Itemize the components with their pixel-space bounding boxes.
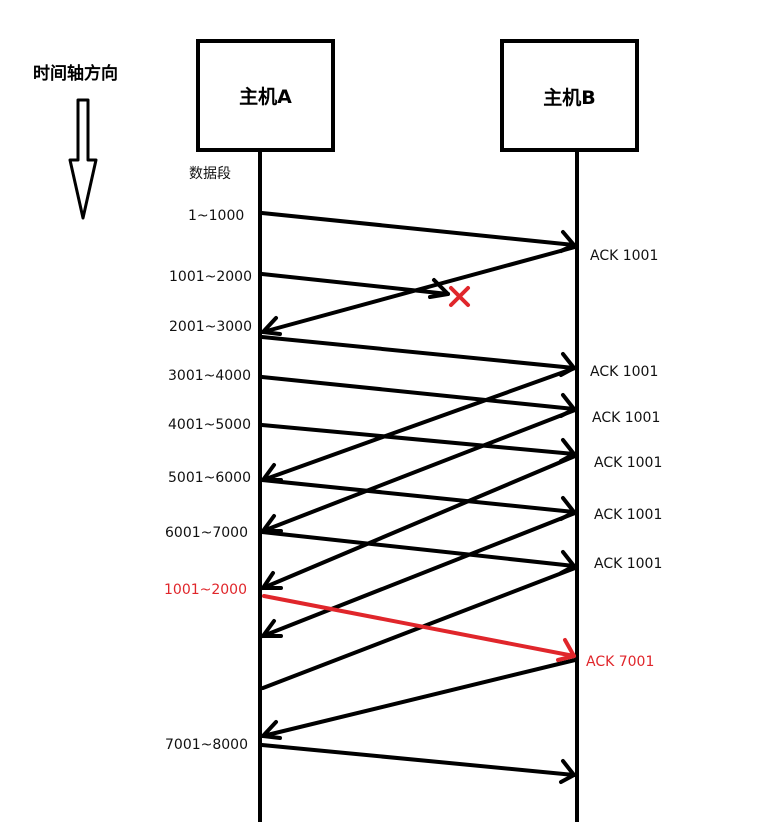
- segment-arrow-9: [262, 745, 574, 775]
- segment-arrow-1: [262, 213, 574, 245]
- segment-label: 5001~6000: [168, 470, 251, 486]
- time-axis-arrow-icon: [70, 100, 96, 218]
- ack-label: ACK 1001: [594, 507, 662, 523]
- segment-arrow-7: [262, 532, 574, 566]
- host-b-label: 主机B: [543, 83, 595, 110]
- ack-label: ACK 1001: [590, 364, 658, 380]
- host-b-box: 主机B: [500, 39, 639, 152]
- packet-lost-icon: [451, 288, 468, 305]
- ack-label-final: ACK 7001: [586, 654, 654, 670]
- ack-arrow-5: [263, 513, 575, 636]
- ack-label: ACK 1001: [592, 410, 660, 426]
- ack-label: ACK 1001: [590, 248, 658, 264]
- segment-label: 1~1000: [188, 208, 244, 224]
- retransmit-segment-label: 1001~2000: [164, 582, 247, 598]
- segment-arrow-6: [262, 480, 574, 512]
- host-a-label: 主机A: [239, 82, 292, 109]
- segment-label: 6001~7000: [165, 525, 248, 541]
- retransmit-arrow: [264, 596, 574, 656]
- ack-arrow-1: [263, 247, 575, 332]
- segment-arrow-4: [262, 377, 574, 409]
- segment-label: 7001~8000: [165, 737, 248, 753]
- ack-arrow-4: [263, 456, 575, 588]
- ack-label: ACK 1001: [594, 455, 662, 471]
- segment-arrow-3: [262, 337, 574, 368]
- segments-header: 数据段: [189, 163, 231, 183]
- ack-label: ACK 1001: [594, 556, 662, 572]
- host-a-box: 主机A: [196, 39, 335, 152]
- ack-arrow-2: [263, 368, 575, 480]
- segment-label: 2001~3000: [169, 319, 252, 335]
- segment-label: 1001~2000: [169, 269, 252, 285]
- segment-label: 3001~4000: [168, 368, 251, 384]
- segment-label: 4001~5000: [168, 417, 251, 433]
